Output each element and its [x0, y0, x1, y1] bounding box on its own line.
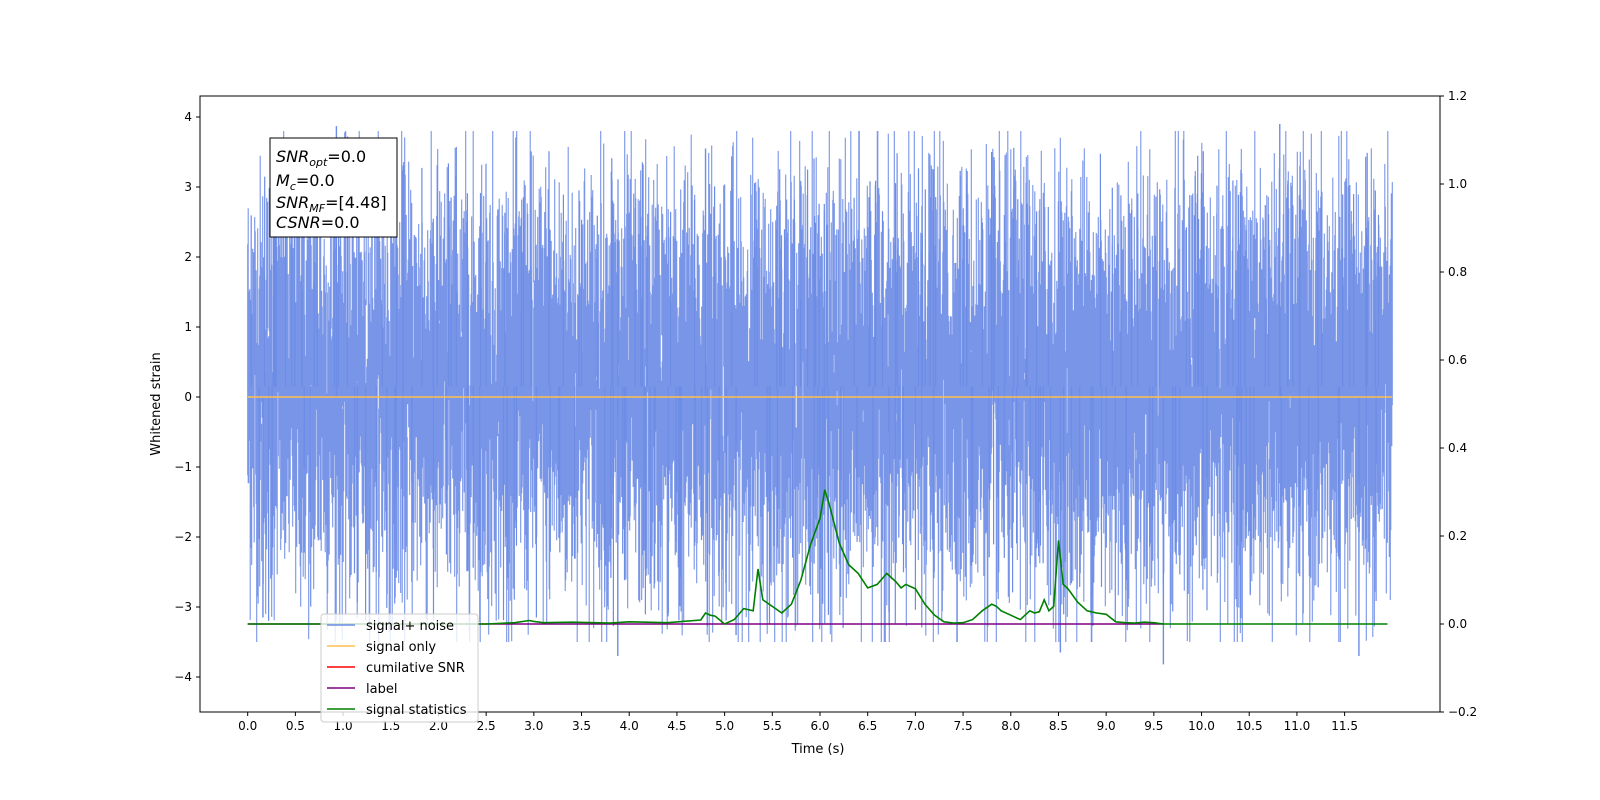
legend: signal+ noise signal only cumilative SNR la… [320, 613, 479, 723]
x-tick-label: 8.5 [1049, 719, 1068, 733]
x-tick-label: 6.5 [858, 719, 877, 733]
x-tick-label: 4.5 [667, 719, 686, 733]
x-tick-label: 5.5 [763, 719, 782, 733]
y-left-tick-label: 1 [184, 320, 192, 334]
series-signal-noise [247, 124, 1393, 665]
annotation-snr-mf: SNRMF=[4.48] [276, 193, 387, 215]
x-axis-label: Time (s) [791, 742, 845, 757]
x-tick-label: 9.5 [1144, 719, 1163, 733]
noise-spikes [250, 147, 1380, 628]
x-tick-label: 5.0 [715, 719, 734, 733]
annotation-box: SNRopt=0.0 Mc=0.0 SNRMF=[4.48] CSNR=0.0 [269, 137, 398, 238]
y-right-tick-label: 0.8 [1448, 265, 1467, 279]
y-right-tick-label: 1.0 [1448, 177, 1467, 191]
x-tick-label: 10.5 [1236, 719, 1263, 733]
x-tick-label: 11.0 [1284, 719, 1311, 733]
legend-box [320, 613, 479, 723]
x-tick-label: 9.0 [1097, 719, 1116, 733]
y-axis-label: Whitened strain [149, 352, 164, 455]
y-axis-right-ticks: 1.2 1.0 0.8 0.6 0.4 0.2 0.0 −0.2 [1440, 89, 1477, 719]
y-right-tick-label: 0.2 [1448, 529, 1467, 543]
y-right-tick-label: −0.2 [1448, 705, 1477, 719]
y-right-tick-label: 0.4 [1448, 441, 1467, 455]
y-right-tick-label: 0.0 [1448, 617, 1467, 631]
y-left-tick-label: −4 [174, 670, 192, 684]
x-tick-label: 0.5 [286, 719, 305, 733]
y-left-tick-label: −2 [174, 530, 192, 544]
y-left-tick-label: −1 [174, 460, 192, 474]
series-signal-statistics [247, 489, 1388, 625]
x-tick-label: 0.0 [238, 719, 257, 733]
x-tick-label: 4.0 [620, 719, 639, 733]
annotation-snr-opt: SNRopt=0.0 [276, 147, 366, 169]
y-right-tick-label: 1.2 [1448, 89, 1467, 103]
x-tick-label: 7.0 [906, 719, 925, 733]
x-tick-label: 3.5 [572, 719, 591, 733]
y-left-tick-label: 3 [184, 180, 192, 194]
y-left-tick-label: 4 [184, 110, 192, 124]
x-axis-ticks: 0.0 0.5 1.0 1.5 2.0 2.5 3.0 3.5 4.0 4.5 5.0 5.5 6.0 6… [238, 712, 1358, 733]
x-tick-label: 3.0 [524, 719, 543, 733]
x-tick-label: 7.5 [954, 719, 973, 733]
noise-body [247, 131, 1393, 642]
x-tick-label: 6.0 [810, 719, 829, 733]
legend-label: label [366, 682, 397, 697]
y-left-tick-label: 2 [184, 250, 192, 264]
y-axis-left-ticks: 4 3 2 1 0 −1 −2 −3 −4 [174, 110, 200, 684]
y-left-tick-label: −3 [174, 600, 192, 614]
x-tick-label: 8.0 [1001, 719, 1020, 733]
legend-label: cumilative SNR [366, 661, 465, 676]
legend-label: signal+ noise [366, 619, 454, 634]
x-tick-label: 11.5 [1331, 719, 1358, 733]
y-right-tick-label: 0.6 [1448, 353, 1467, 367]
legend-label: signal only [366, 640, 436, 655]
annotation-csnr: CSNR=0.0 [276, 213, 360, 232]
annotation-mc: Mc=0.0 [276, 171, 335, 193]
x-tick-label: 2.5 [477, 719, 496, 733]
y-left-tick-label: 0 [184, 390, 192, 404]
legend-label: signal statistics [366, 703, 467, 718]
x-tick-label: 10.0 [1188, 719, 1215, 733]
